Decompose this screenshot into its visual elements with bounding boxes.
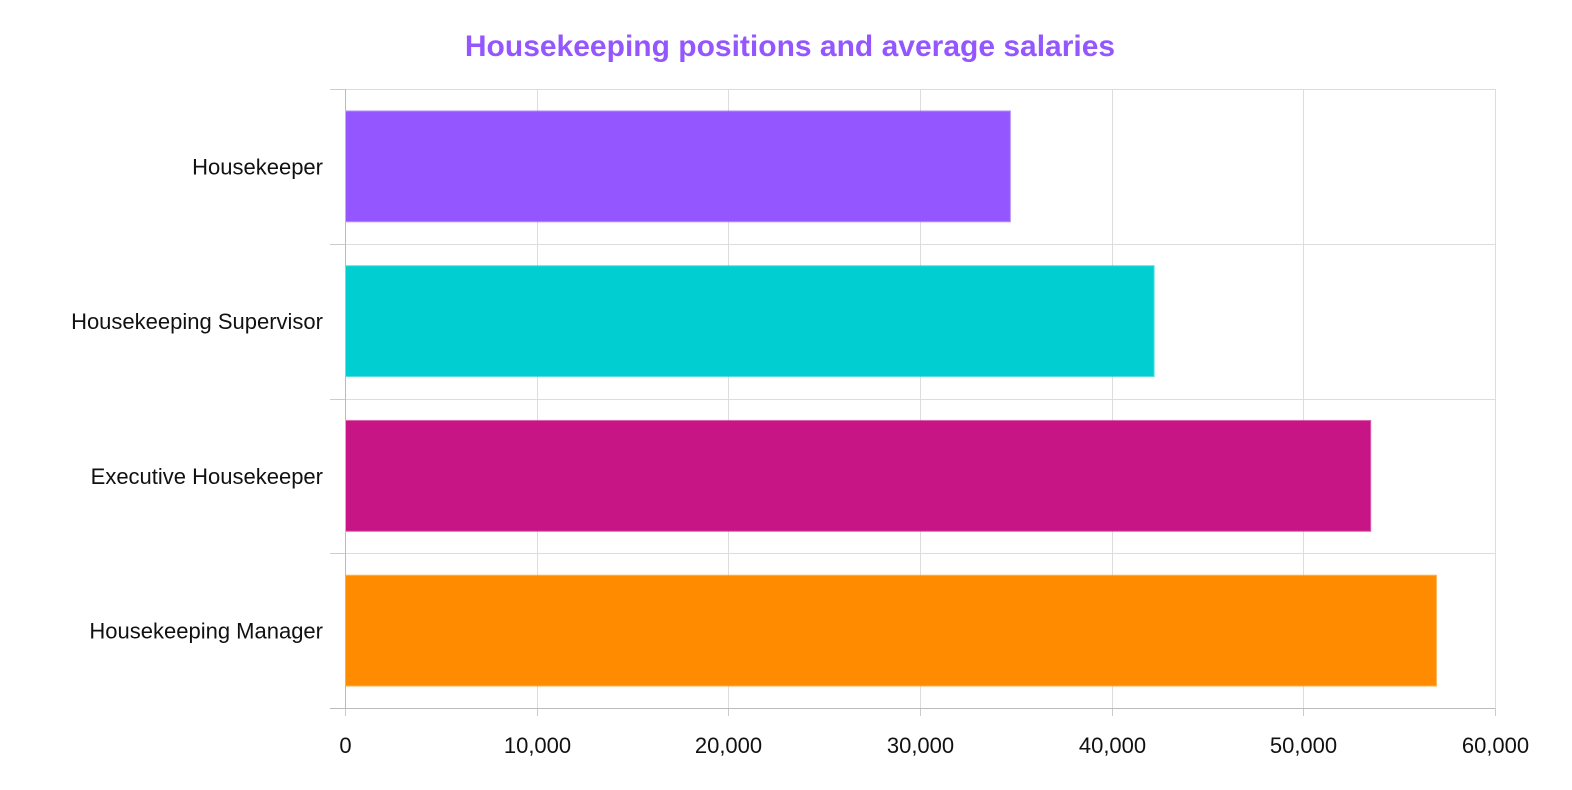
y-tick-label-housekeeper: Housekeeper bbox=[192, 154, 323, 179]
bar-executive-housekeeper bbox=[345, 419, 1372, 532]
x-tick-label: 40,000 bbox=[1079, 733, 1146, 758]
y-tick-label-housekeeping-supervisor: Housekeeping Supervisor bbox=[71, 309, 323, 334]
bar-layer bbox=[345, 110, 1437, 687]
x-tick-label: 10,000 bbox=[504, 733, 571, 758]
axis-layer bbox=[330, 89, 1496, 716]
x-tick-label: 0 bbox=[339, 733, 351, 758]
chart-title: Housekeeping positions and average salar… bbox=[464, 30, 1116, 63]
bar-housekeeper bbox=[345, 110, 1011, 223]
x-tick-label: 50,000 bbox=[1270, 733, 1337, 758]
bar-housekeeping-manager bbox=[345, 574, 1437, 687]
y-tick-label-executive-housekeeper: Executive Housekeeper bbox=[91, 464, 323, 489]
x-tick-label: 60,000 bbox=[1462, 733, 1529, 758]
bar-housekeeping-supervisor bbox=[345, 265, 1155, 378]
label-layer: 0 10,000 20,000 30,000 40,000 50,000 60,000 Hou… bbox=[71, 154, 1529, 758]
x-tick-label: 20,000 bbox=[695, 733, 762, 758]
y-tick-label-housekeeping-manager: Housekeeping Manager bbox=[89, 619, 323, 644]
x-tick-label: 30,000 bbox=[887, 733, 954, 758]
